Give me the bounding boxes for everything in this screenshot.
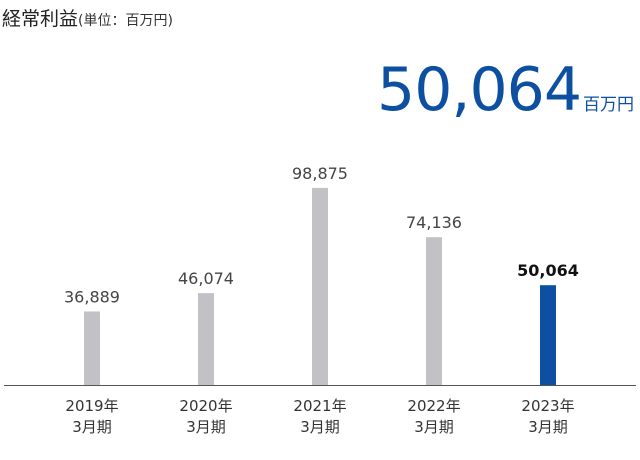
value-label: 50,064 xyxy=(517,261,579,280)
bar-2019年 xyxy=(84,311,100,385)
bar-2023年 xyxy=(540,285,556,385)
chart-title: 経常利益(単位：百万円) xyxy=(2,4,173,31)
value-label: 36,889 xyxy=(64,287,120,306)
x-tick-period: 3月期 xyxy=(72,418,112,436)
value-label: 46,074 xyxy=(178,269,234,288)
x-tick-period: 3月期 xyxy=(186,418,226,436)
bar-2020年 xyxy=(198,293,214,385)
x-tick-period: 3月期 xyxy=(300,418,340,436)
x-tick-period: 3月期 xyxy=(414,418,454,436)
x-tick-year: 2023年 xyxy=(521,397,574,415)
x-tick-year: 2020年 xyxy=(179,397,232,415)
headline-unit: 百万円 xyxy=(583,95,634,115)
headline-value: 50,064 百万円 xyxy=(377,60,634,120)
unit-note: (単位：百万円) xyxy=(78,13,173,29)
x-tick-year: 2022年 xyxy=(407,397,460,415)
bar-2021年 xyxy=(312,187,328,385)
bar-2022年 xyxy=(426,237,442,385)
value-label: 74,136 xyxy=(406,213,462,232)
x-tick-year: 2019年 xyxy=(65,397,118,415)
value-label: 98,875 xyxy=(292,164,348,183)
x-tick-year: 2021年 xyxy=(293,397,346,415)
headline-number: 50,064 xyxy=(377,55,582,125)
x-tick-period: 3月期 xyxy=(528,418,568,436)
title-text: 経常利益 xyxy=(2,8,79,30)
